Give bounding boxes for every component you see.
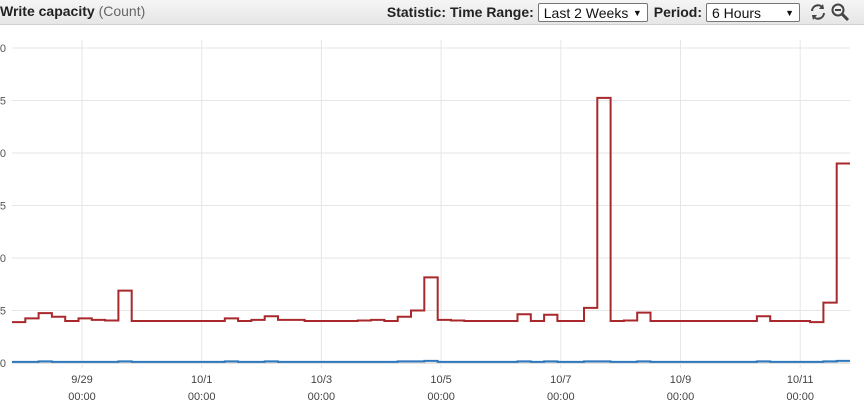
chart-series [12,96,850,363]
x-tick-time: 00:00 [786,391,814,403]
y-tick-label: 5 [0,201,6,213]
x-tick-date: 9/29 [71,374,92,386]
chevron-down-icon: ▼ [785,7,794,18]
y-tick-label: 0 [0,358,6,370]
y-tick-label: 0 [0,253,6,265]
time-range-label: Time Range: [450,4,534,20]
chart-header: Write capacity (Count) Statistic: Time R… [0,0,864,25]
x-tick-time: 00:00 [427,391,455,403]
period-label: Period: [653,4,702,20]
x-tick-time: 00:00 [308,391,336,403]
zoom-out-icon[interactable] [830,2,850,22]
chart-title: Write capacity (Count) [0,3,145,19]
time-range-select[interactable]: Last 2 Weeks ▼ [537,2,648,22]
refresh-icon[interactable] [808,2,828,22]
y-tick-label: 5 [0,306,6,318]
x-tick-date: 10/5 [430,374,451,386]
provisioned-capacity-line [12,96,850,324]
metric-name: Write capacity [0,3,95,19]
x-axis: 9/29 00:00 10/1 00:00 10/3 00:00 10/5 00:00 10/7… [68,374,814,403]
y-axis: 0 5 0 5 0 5 0 [0,43,6,370]
y-tick-label: 0 [0,43,6,55]
metric-unit: (Count) [98,3,146,19]
x-tick-date: 10/11 [787,374,814,386]
x-tick-time: 00:00 [667,391,695,403]
period-select[interactable]: 6 Hours ▼ [706,2,800,22]
x-tick-time: 00:00 [68,391,96,403]
period-value: 6 Hours [712,4,762,21]
x-tick-time: 00:00 [188,391,216,403]
chart-controls: Statistic: Time Range: Last 2 Weeks ▼ Pe… [387,0,850,24]
time-range-value: Last 2 Weeks [543,4,629,21]
y-tick-label: 5 [0,96,6,108]
statistic-label: Statistic: [386,4,446,20]
x-tick-date: 10/1 [191,374,212,386]
x-tick-time: 00:00 [547,391,575,403]
x-tick-date: 10/7 [550,374,571,386]
y-tick-label: 0 [0,148,6,160]
x-tick-date: 10/9 [670,374,691,386]
x-tick-date: 10/3 [311,374,332,386]
chevron-down-icon: ▼ [632,7,642,18]
chart-grid [12,40,850,368]
consumed-capacity-line [12,359,850,363]
